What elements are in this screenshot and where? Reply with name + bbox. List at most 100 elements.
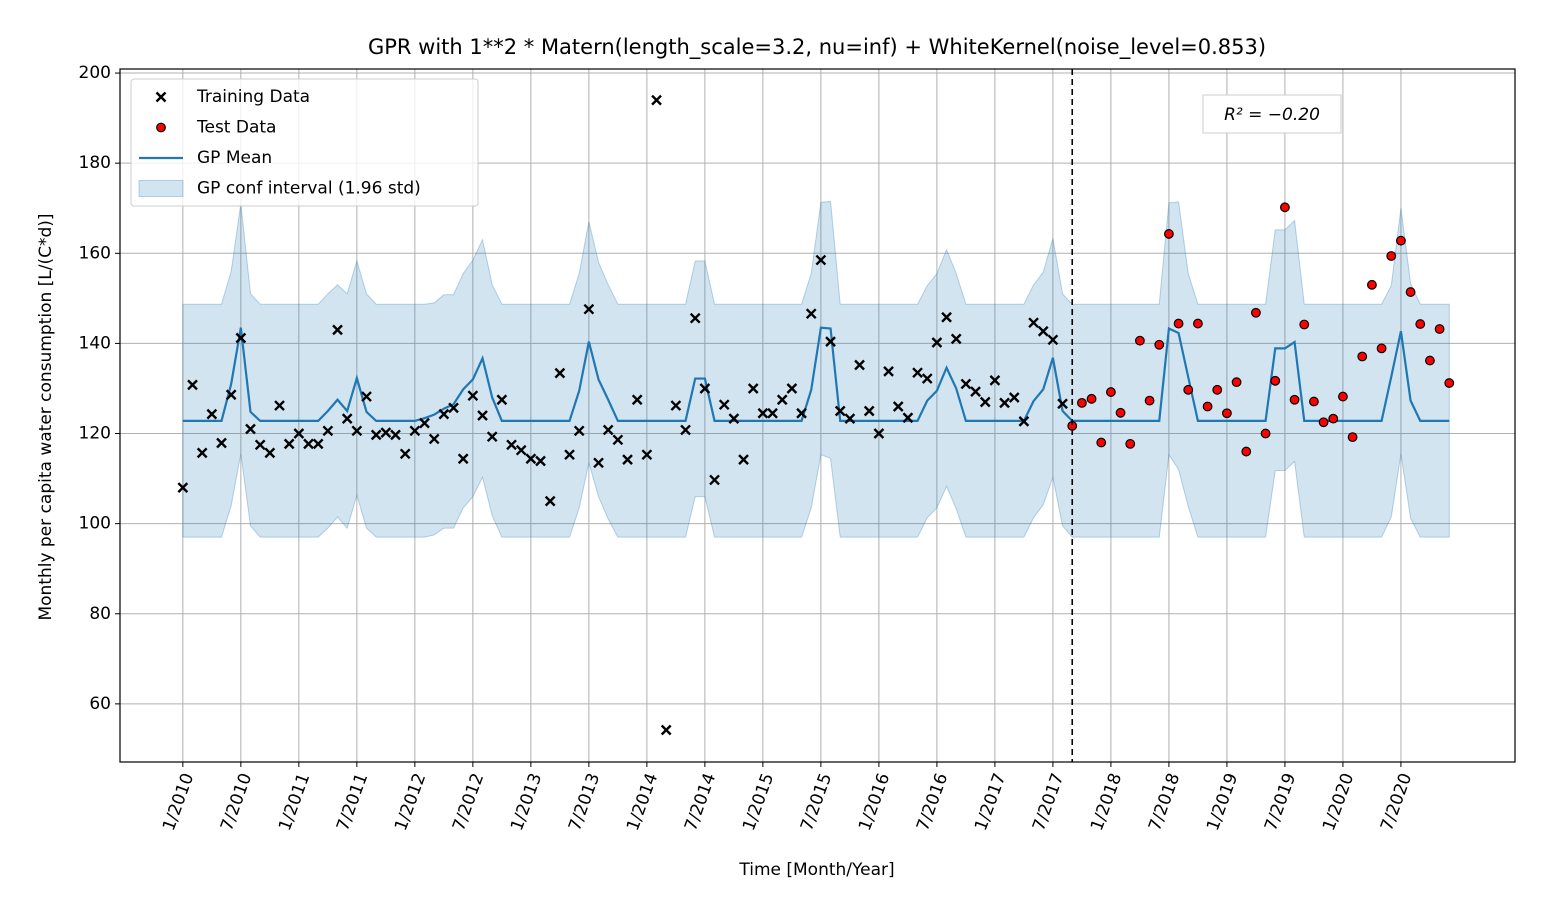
test-point: [1338, 391, 1348, 402]
x-tick-label: 7/2019: [1261, 771, 1300, 834]
x-tick-label: 1/2020: [1319, 771, 1358, 834]
training-point: [999, 397, 1010, 409]
training-point: [380, 427, 392, 438]
test-point: [1425, 355, 1435, 366]
training-point: [274, 400, 285, 411]
test-point: [1280, 202, 1290, 213]
training-point: [544, 495, 556, 507]
training-point: [892, 401, 904, 412]
legend-label: Training Data: [196, 87, 310, 107]
training-point: [322, 425, 334, 437]
training-point: [950, 333, 962, 345]
training-point: [902, 412, 914, 424]
training-point: [989, 375, 1001, 386]
training-point: [409, 425, 421, 437]
x-tick-label: 1/2013: [507, 771, 546, 834]
training-point: [235, 332, 247, 344]
training-point: [293, 428, 305, 439]
training-point: [757, 407, 769, 419]
confidence-band: [182, 200, 1450, 538]
test-point: [1434, 324, 1445, 334]
training-point: [602, 424, 614, 436]
legend-box: [130, 78, 479, 207]
training-point: [834, 405, 846, 417]
training-point: [689, 312, 701, 324]
training-point: [177, 482, 189, 493]
training-point: [1057, 398, 1068, 410]
test-point: [1144, 395, 1155, 406]
training-point: [341, 413, 353, 425]
x-tick-label: 7/2018: [1145, 771, 1184, 834]
training-point: [312, 438, 324, 450]
training-point: [931, 337, 943, 348]
x-tick-label: 1/2010: [159, 771, 198, 834]
training-point: [728, 413, 740, 425]
test-point: [1376, 343, 1387, 354]
test-point: [1415, 319, 1426, 329]
training-point: [786, 383, 798, 394]
training-point: [428, 433, 440, 445]
legend-label: GP Mean: [197, 148, 272, 168]
x-tick-label: 1/2011: [275, 771, 314, 834]
test-point: [1260, 428, 1271, 439]
test-point: [1231, 377, 1242, 388]
x-tick-label: 7/2015: [797, 771, 836, 834]
y-tick-label: 60: [89, 694, 111, 714]
test-point: [1405, 287, 1416, 297]
training-point: [206, 408, 218, 420]
y-tick-label: 200: [79, 63, 111, 83]
annotation: R² = −0.20: [1224, 105, 1320, 125]
test-point: [1299, 319, 1310, 330]
test-point: [1086, 393, 1097, 404]
training-point: [477, 410, 488, 421]
training-point: [960, 378, 972, 390]
x-tick-label: 1/2014: [623, 771, 662, 834]
training-point: [419, 417, 430, 429]
training-point: [699, 383, 711, 394]
training-point: [361, 391, 372, 402]
training-point: [631, 394, 643, 406]
legend-label: GP conf interval (1.96 std): [197, 179, 421, 199]
training-point: [390, 429, 401, 441]
test-point: [1106, 387, 1116, 397]
training-point: [438, 408, 450, 420]
plot-frame: [119, 68, 1516, 763]
x-tick-label: 1/2012: [391, 771, 430, 834]
training-point: [670, 400, 682, 411]
mean-line: [182, 326, 1450, 423]
x-tick-label: 7/2016: [913, 771, 952, 834]
test-point: [1357, 351, 1368, 362]
training-point: [844, 413, 856, 425]
y-tick-label: 180: [79, 153, 111, 173]
training-point: [612, 434, 624, 446]
training-point: [303, 438, 314, 450]
training-point: [573, 425, 585, 437]
y-tick-label: 80: [89, 604, 111, 624]
training-point: [622, 454, 633, 466]
x-tick-label: 1/2016: [855, 771, 894, 834]
training-point: [264, 447, 276, 459]
training-point: [283, 438, 295, 450]
legend-marker: [156, 122, 166, 133]
chart-title: GPR with 1**2 * Matern(length_scale=3.2,…: [368, 35, 1266, 60]
x-tick-label: 1/2015: [739, 771, 778, 834]
test-point: [1386, 251, 1397, 261]
annotation-box: [1202, 94, 1342, 134]
training-point: [1008, 392, 1020, 403]
training-point: [863, 405, 875, 417]
test-point: [1444, 378, 1455, 388]
training-point: [506, 439, 517, 451]
training-point: [718, 399, 730, 411]
training-point: [738, 454, 749, 466]
legend: Training Data Test Data GP Mean GP conf int…: [130, 78, 479, 207]
test-point: [1212, 384, 1223, 395]
y-tick-label: 140: [79, 333, 111, 353]
training-point: [747, 383, 759, 394]
test-point: [1115, 407, 1126, 418]
legend-marker: [138, 180, 184, 197]
test-point: [1183, 384, 1194, 395]
training-point: [660, 724, 672, 736]
test-point: [1318, 417, 1329, 428]
training-point: [448, 402, 459, 414]
x-tick-label: 7/2010: [217, 771, 256, 834]
